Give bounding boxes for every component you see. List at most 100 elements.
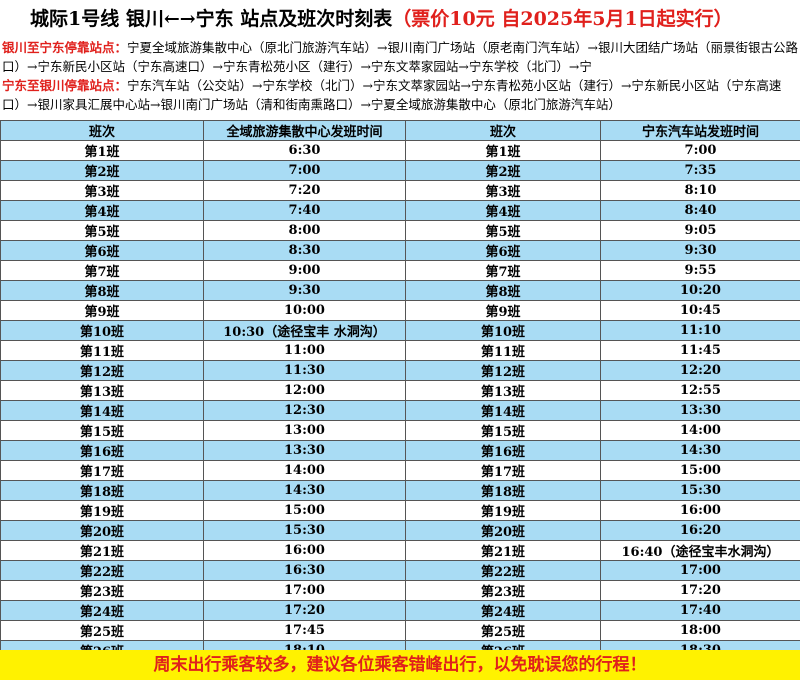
table-cell: 17:20 [203,600,406,621]
table-cell: 17:45 [203,620,406,641]
table-cell: 15:00 [600,460,800,481]
table-cell: 9:00 [203,260,406,281]
table-cell: 第19班 [0,500,204,521]
table-row: 第13班 12:00 第13班 12:55 [0,380,800,401]
table-cell: 第12班 [0,360,204,381]
table-cell: 16:20 [600,520,800,541]
stop-label: 银川至宁东停靠站点： [2,40,128,55]
table-cell: 第17班 [0,460,204,481]
table-row: 第1班 6:30 第1班 7:00 [0,140,800,161]
table-cell: 第8班 [405,280,601,301]
table-cell: 12:20 [600,360,800,381]
stop-list: 宁夏全域旅游集散中心（原北门旅游汽车站）→银川南门广场站（原老南门汽车站）→银川… [2,40,798,74]
table-cell: 第1班 [405,140,601,161]
table-row: 第8班 9:30 第8班 10:20 [0,280,800,301]
table-cell: 第20班 [0,520,204,541]
title: 城际1号线 银川←→宁东 站点及班次时刻表 [30,8,393,30]
table-cell: 16:40（途径宝丰水洞沟） [600,540,800,561]
table-cell: 第6班 [405,240,601,261]
table-cell: 第13班 [0,380,204,401]
table-cell: 10:30（途径宝丰 水洞沟） [203,320,406,341]
table-cell: 7:20 [203,180,406,201]
table-row: 第11班 11:00 第11班 11:45 [0,340,800,361]
table-cell: 9:05 [600,220,800,241]
table-cell: 第15班 [0,420,204,441]
column-header: 班次 [0,120,204,141]
table-cell: 14:00 [203,460,406,481]
table-cell: 10:00 [203,300,406,321]
column-header: 全域旅游集散中心发班时间 [203,120,406,141]
table-cell: 9:30 [203,280,406,301]
table-cell: 13:30 [203,440,406,461]
table-cell: 第3班 [0,180,204,201]
stop-list: 宁东汽车站（公交站）→宁东学校（北门）→宁东文萃家园站→宁东青松苑小区站（建行）… [2,78,782,112]
table-cell: 13:30 [600,400,800,421]
column-header: 宁东汽车站发班时间 [600,120,800,141]
table-row: 第15班 13:00 第15班 14:00 [0,420,800,441]
table-row: 第21班 16:00 第21班 16:40（途径宝丰水洞沟） [0,540,800,561]
table-cell: 第6班 [0,240,204,261]
table-cell: 第17班 [405,460,601,481]
table-cell: 6:30 [203,140,406,161]
table-cell: 11:10 [600,320,800,341]
table-cell: 14:30 [600,440,800,461]
table-cell: 10:20 [600,280,800,301]
table-cell: 第24班 [0,600,204,621]
table-cell: 14:00 [600,420,800,441]
table-row: 第22班 16:30 第22班 17:00 [0,560,800,581]
table-cell: 第2班 [0,160,204,181]
table-cell: 17:00 [600,560,800,581]
table-cell: 第9班 [405,300,601,321]
table-cell: 16:00 [203,540,406,561]
table-cell: 第9班 [0,300,204,321]
table-cell: 第20班 [405,520,601,541]
table-cell: 9:30 [600,240,800,261]
table-cell: 第23班 [405,580,601,601]
table-row: 第19班 15:00 第19班 16:00 [0,500,800,521]
table-row: 第5班 8:00 第5班 9:05 [0,220,800,241]
table-cell: 第14班 [0,400,204,421]
table-cell: 第21班 [405,540,601,561]
table-cell: 第2班 [405,160,601,181]
table-cell: 第11班 [405,340,601,361]
table-row: 第18班 14:30 第18班 15:30 [0,480,800,501]
table-cell: 16:30 [203,560,406,581]
table-cell: 第3班 [405,180,601,201]
table-cell: 第24班 [405,600,601,621]
table-row: 第4班 7:40 第4班 8:40 [0,200,800,221]
table-cell: 第1班 [0,140,204,161]
table-cell: 11:45 [600,340,800,361]
table-cell: 16:00 [600,500,800,521]
table-row: 第16班 13:30 第16班 14:30 [0,440,800,461]
table-cell: 第18班 [0,480,204,501]
table-cell: 8:00 [203,220,406,241]
stops: 银川至宁东停靠站点：宁夏全域旅游集散中心（原北门旅游汽车站）→银川南门广场站（原… [0,38,800,120]
table-cell: 7:00 [203,160,406,181]
table-cell: 第10班 [405,320,601,341]
table-cell: 第25班 [405,620,601,641]
table-row: 第9班 10:00 第9班 10:45 [0,300,800,321]
table-cell: 17:20 [600,580,800,601]
table-cell: 8:10 [600,180,800,201]
table-cell: 8:40 [600,200,800,221]
table-cell: 第23班 [0,580,204,601]
table-row: 第25班 17:45 第25班 18:00 [0,620,800,641]
table-cell: 12:00 [203,380,406,401]
table-cell: 14:30 [203,480,406,501]
table-row: 第10班 10:30（途径宝丰 水洞沟） 第10班 11:10 [0,320,800,341]
table-row: 第7班 9:00 第7班 9:55 [0,260,800,281]
table-cell: 12:55 [600,380,800,401]
table-cell: 第11班 [0,340,204,361]
table-row: 第6班 8:30 第6班 9:30 [0,240,800,261]
table-cell: 第22班 [0,560,204,581]
table-cell: 第21班 [0,540,204,561]
table-row: 第14班 12:30 第14班 13:30 [0,400,800,421]
table-cell: 8:30 [203,240,406,261]
table-cell: 10:45 [600,300,800,321]
table-cell: 15:30 [600,480,800,501]
table-row: 第12班 11:30 第12班 12:20 [0,360,800,381]
stop-section: 银川至宁东停靠站点：宁夏全域旅游集散中心（原北门旅游汽车站）→银川南门广场站（原… [2,38,798,76]
footer: 周末出行乘客较多，建议各位乘客错峰出行，以免耽误您的行程！ [0,650,800,680]
table-cell: 第7班 [405,260,601,281]
